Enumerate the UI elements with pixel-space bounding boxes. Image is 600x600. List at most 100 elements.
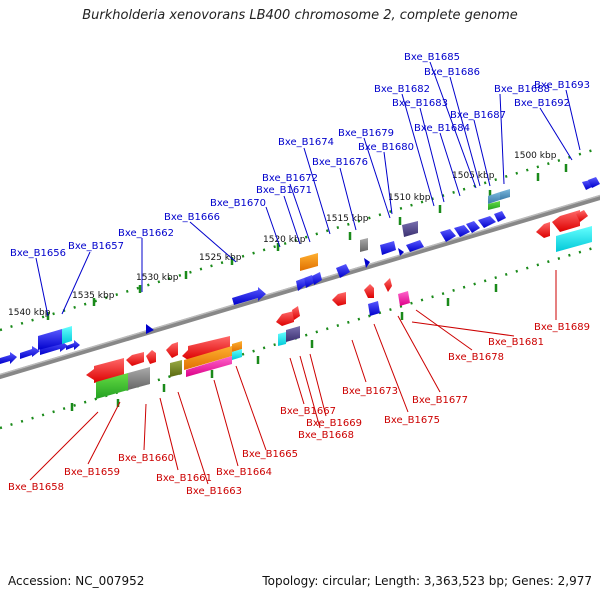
- gene-feature-reverse[interactable]: [384, 278, 392, 292]
- leader-line: [289, 357, 305, 405]
- gene-label[interactable]: Bxe_B1673: [342, 386, 398, 397]
- gene-feature-forward[interactable]: [402, 221, 418, 237]
- gene-label[interactable]: Bxe_B1689: [534, 322, 590, 333]
- gene-feature-forward[interactable]: [336, 264, 350, 278]
- gene-feature-forward[interactable]: [398, 248, 404, 256]
- gene-label[interactable]: Bxe_B1657: [68, 241, 124, 252]
- leader-line: [411, 321, 515, 337]
- gene-feature-reverse[interactable]: [292, 306, 300, 320]
- gene-label[interactable]: Bxe_B1670: [210, 198, 266, 209]
- gene-feature-reverse[interactable]: [278, 332, 286, 346]
- gene-feature-forward[interactable]: [20, 346, 40, 359]
- gene-label[interactable]: Bxe_B1693: [534, 80, 590, 91]
- gene-feature-reverse[interactable]: [146, 350, 156, 364]
- gene-feature-reverse[interactable]: [184, 346, 232, 370]
- gene-label[interactable]: Bxe_B1688: [494, 84, 550, 95]
- gene-feature-reverse[interactable]: [232, 341, 242, 352]
- gene-feature-reverse[interactable]: [170, 360, 182, 377]
- scale-label-1530: 1530 kbp: [136, 273, 179, 283]
- leader-line: [439, 132, 461, 197]
- gene-feature-forward[interactable]: [380, 241, 396, 255]
- gene-feature-forward[interactable]: [466, 221, 480, 233]
- gene-label[interactable]: Bxe_B1656: [10, 248, 66, 259]
- gene-label[interactable]: Bxe_B1675: [384, 415, 440, 426]
- topology-value: circular: [322, 574, 367, 588]
- gene-label[interactable]: Bxe_B1667: [280, 406, 336, 417]
- gene-feature-forward[interactable]: [488, 192, 500, 204]
- gene-feature-reverse[interactable]: [332, 292, 346, 306]
- gene-label[interactable]: Bxe_B1674: [278, 137, 334, 148]
- gene-feature-forward[interactable]: [300, 253, 318, 271]
- gene-feature-reverse[interactable]: [186, 356, 232, 377]
- gene-label[interactable]: Bxe_B1664: [216, 467, 272, 478]
- gene-feature-forward[interactable]: [304, 275, 314, 288]
- leader-line: [303, 147, 331, 235]
- gene-feature-reverse[interactable]: [576, 210, 588, 222]
- gene-feature-forward[interactable]: [440, 229, 456, 242]
- gene-feature-reverse[interactable]: [276, 311, 294, 326]
- gene-label[interactable]: Bxe_B1666: [164, 212, 220, 223]
- leader-line: [339, 167, 357, 231]
- gene-label[interactable]: Bxe_B1687: [450, 110, 506, 121]
- gene-feature-forward[interactable]: [488, 201, 500, 210]
- gene-feature-forward[interactable]: [146, 324, 154, 334]
- gene-label[interactable]: Bxe_B1665: [242, 449, 298, 460]
- gene-feature-forward[interactable]: [364, 258, 370, 268]
- gene-label[interactable]: Bxe_B1661: [156, 473, 212, 484]
- gene-feature-reverse[interactable]: [232, 349, 242, 360]
- gene-label[interactable]: Bxe_B1676: [312, 157, 368, 168]
- gene-label[interactable]: Bxe_B1685: [404, 52, 460, 63]
- gene-feature-reverse[interactable]: [552, 210, 580, 232]
- gene-label[interactable]: Bxe_B1668: [298, 430, 354, 441]
- gene-label[interactable]: Bxe_B1671: [256, 185, 312, 196]
- gene-feature-forward[interactable]: [62, 326, 72, 344]
- gene-feature-forward[interactable]: [500, 189, 510, 200]
- gene-feature-reverse[interactable]: [368, 301, 380, 316]
- gene-label[interactable]: Bxe_B1677: [412, 395, 468, 406]
- gene-feature-forward[interactable]: [66, 340, 80, 350]
- gene-feature-forward[interactable]: [406, 240, 424, 252]
- forward-genes: [0, 177, 600, 364]
- gene-label[interactable]: Bxe_B1686: [424, 67, 480, 78]
- gene-label[interactable]: Bxe_B1680: [358, 142, 414, 153]
- gene-feature-reverse[interactable]: [536, 222, 550, 238]
- gene-feature-forward[interactable]: [312, 272, 322, 285]
- gene-label[interactable]: Bxe_B1681: [488, 337, 544, 348]
- gene-feature-reverse[interactable]: [286, 326, 300, 342]
- gene-label[interactable]: Bxe_B1663: [186, 486, 242, 497]
- gene-feature-reverse[interactable]: [126, 352, 144, 366]
- gene-feature-reverse[interactable]: [96, 373, 128, 399]
- gene-feature-forward[interactable]: [0, 352, 17, 364]
- gene-feature-forward[interactable]: [478, 216, 496, 228]
- gene-label[interactable]: Bxe_B1682: [374, 84, 430, 95]
- gene-label[interactable]: Bxe_B1683: [392, 98, 448, 109]
- gene-label[interactable]: Bxe_B1692: [514, 98, 570, 109]
- gene-feature-reverse[interactable]: [128, 367, 150, 390]
- gene-feature-forward[interactable]: [454, 225, 470, 237]
- gene-label[interactable]: Bxe_B1662: [118, 228, 174, 239]
- gene-label[interactable]: Bxe_B1660: [118, 453, 174, 464]
- gene-feature-forward[interactable]: [232, 287, 266, 305]
- gene-feature-reverse[interactable]: [86, 358, 124, 383]
- gene-label[interactable]: Bxe_B1678: [448, 352, 504, 363]
- gene-feature-forward[interactable]: [588, 177, 600, 188]
- gene-label[interactable]: Bxe_B1679: [338, 128, 394, 139]
- gene-feature-reverse[interactable]: [182, 336, 230, 360]
- gene-label[interactable]: Bxe_B1659: [64, 467, 120, 478]
- gene-feature-reverse[interactable]: [166, 342, 178, 358]
- gene-feature-reverse[interactable]: [556, 226, 592, 252]
- leader-line: [363, 137, 391, 219]
- gene-feature-forward[interactable]: [494, 211, 506, 222]
- gene-label[interactable]: Bxe_B1658: [8, 482, 64, 493]
- gene-label[interactable]: Bxe_B1672: [262, 173, 318, 184]
- accession-footer: Accession: NC_007952: [8, 574, 144, 588]
- gene-label[interactable]: Bxe_B1669: [306, 418, 362, 429]
- gene-feature-reverse[interactable]: [364, 284, 374, 298]
- gene-label[interactable]: Bxe_B1684: [414, 123, 470, 134]
- gene-feature-forward[interactable]: [38, 329, 62, 350]
- gene-feature-forward[interactable]: [296, 278, 306, 291]
- scale-label-1515: 1515 kbp: [326, 214, 369, 224]
- separator: ;: [366, 574, 375, 588]
- gene-feature-reverse[interactable]: [398, 291, 410, 306]
- gene-feature-forward[interactable]: [360, 238, 368, 252]
